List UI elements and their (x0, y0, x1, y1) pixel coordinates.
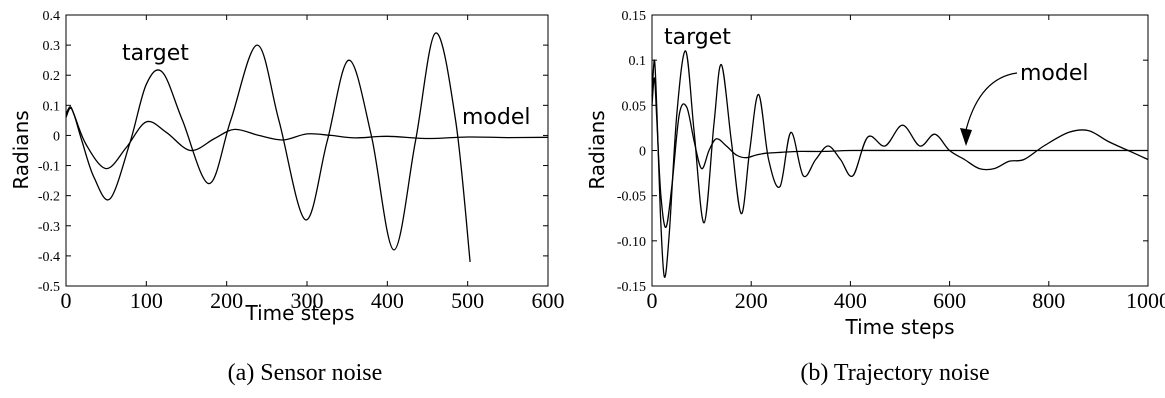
panel-b-model-arrow-shaft (965, 72, 1018, 131)
panel-a-series-target-line (65, 32, 471, 262)
panel-b-ytick-label: 0 (639, 145, 646, 160)
panel-a-xtick-label: 300 (291, 288, 324, 313)
panel-b-ytick-label: 0.15 (622, 9, 647, 24)
panel-b-xtick-label: 400 (834, 288, 867, 313)
panel-b: 0.15 0.1 0.05 0 -0.05 -0.10 -0.15 0 200 400 600 80… (585, 9, 1165, 386)
panel-b-caption: (b) Trajectory noise (800, 360, 989, 386)
panel-b-ytick-label: 0.1 (629, 54, 647, 69)
panel-b-target-annotation: target (664, 25, 731, 50)
panel-b-xlabel: Time steps (845, 315, 955, 339)
panel-a-ytick-label: 0.4 (43, 9, 61, 24)
panel-b-ytick-label: -0.15 (617, 280, 646, 295)
panel-a-model-annotation: model (462, 105, 531, 130)
panel-a-xtick-label: 400 (371, 288, 404, 313)
panel-b-xtick-label: 0 (647, 288, 658, 313)
panel-a-xtick-label: 0 (61, 288, 72, 313)
panel-b-ylabel: Radians (585, 110, 609, 189)
panel-a-series-model-line (65, 106, 549, 170)
panel-a-caption: (a) Sensor noise (228, 360, 383, 386)
panel-b-series-model-line (651, 77, 1148, 228)
panel-a-ytick-label: -0.3 (38, 220, 60, 235)
panel-a-ylabel: Radians (9, 110, 33, 189)
panel-b-model-annotation: model (1020, 61, 1089, 86)
panel-a: 0.4 0.3 0.2 0.1 0 -0.1 -0.2 -0.3 -0.4 -0.5 0 100 20… (9, 9, 565, 386)
panel-b-ytick-label: -0.10 (617, 235, 646, 250)
panel-a-xlabel: Time steps (245, 301, 355, 325)
panel-a-xtick-label: 200 (210, 288, 243, 313)
panel-b-ytick-label: -0.05 (617, 190, 646, 205)
panel-b-series-target-line (651, 50, 1149, 278)
panel-b-xtick-label: 200 (735, 288, 768, 313)
panel-a-xtick-label: 600 (532, 288, 565, 313)
panel-a-xtick-label: 100 (130, 288, 163, 313)
panel-b-xtick-label: 1000 (1126, 288, 1165, 313)
panel-a-ytick-label: 0.1 (43, 99, 61, 114)
panel-a-ytick-label: 0.2 (43, 69, 61, 84)
panel-a-ytick-label: -0.4 (38, 250, 60, 265)
panel-b-ytick-label: 0.05 (622, 99, 647, 114)
panel-a-ytick-label: -0.5 (38, 280, 60, 295)
panel-a-target-annotation: target (122, 41, 189, 66)
panel-a-xtick-label: 500 (451, 288, 484, 313)
panel-b-xtick-label: 800 (1032, 288, 1065, 313)
panel-a-ytick-label: 0.3 (43, 39, 61, 54)
panel-a-ytick-label: -0.2 (38, 190, 60, 205)
panel-a-ytick-label: -0.1 (38, 160, 60, 175)
panel-a-ytick-label: 0 (53, 129, 60, 144)
panel-b-xtick-label: 600 (933, 288, 966, 313)
panel-b-model-arrow-head (960, 128, 972, 146)
